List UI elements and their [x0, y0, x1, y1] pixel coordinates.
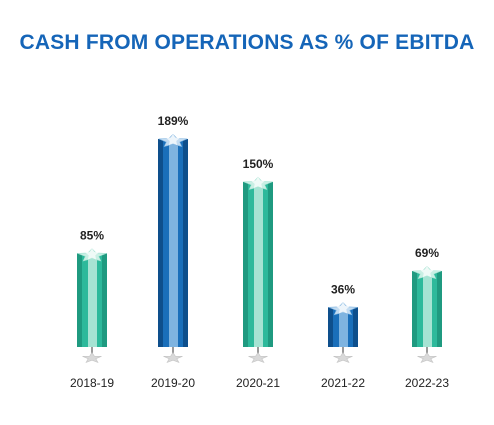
category-label: 2021-22	[321, 376, 365, 390]
bar-highlight	[254, 181, 263, 347]
top-star-highlight	[166, 133, 180, 146]
base-star-icon	[163, 351, 183, 363]
base-star-icon	[82, 351, 102, 363]
bar-edge-right	[102, 253, 107, 347]
base-star-icon	[417, 351, 437, 363]
labels-layer: 85% 2018-19 189% 2019-20 150% 2020-21 36% 2021-…	[70, 114, 449, 390]
bar-2022-23	[412, 265, 442, 363]
bar-2021-22	[328, 302, 358, 363]
top-star-highlight	[85, 248, 99, 260]
base-star-icon	[333, 351, 353, 363]
bar-edge-right	[183, 139, 188, 347]
bar-edge	[243, 181, 248, 347]
bar-highlight	[169, 139, 178, 347]
bar-edge	[158, 139, 163, 347]
bar-2018-19	[77, 248, 107, 363]
bar-2020-21	[243, 176, 273, 363]
category-label: 2018-19	[70, 376, 114, 390]
bar-edge	[77, 253, 82, 347]
base-star-icon	[248, 351, 268, 363]
category-label: 2020-21	[236, 376, 280, 390]
bar-edge-right	[268, 181, 273, 347]
bars-layer	[77, 133, 442, 363]
value-label: 85%	[80, 228, 104, 242]
bar-edge-right	[437, 271, 442, 347]
value-label: 150%	[243, 157, 274, 171]
value-label: 36%	[331, 282, 355, 296]
category-label: 2019-20	[151, 376, 195, 390]
bar-2019-20	[158, 133, 188, 363]
value-label: 189%	[158, 114, 189, 128]
chart-title: CASH FROM OPERATIONS AS % OF EBITDA	[19, 31, 475, 54]
category-label: 2022-23	[405, 376, 449, 390]
bar-highlight	[423, 271, 432, 347]
bar-edge	[328, 307, 333, 347]
bar-edge	[412, 271, 417, 347]
bar-edge-right	[353, 307, 358, 347]
top-star-highlight	[336, 302, 350, 314]
value-label: 69%	[415, 246, 439, 260]
bar-highlight	[339, 307, 348, 347]
bar-highlight	[88, 253, 97, 347]
top-star-highlight	[420, 265, 434, 278]
top-star-highlight	[251, 176, 265, 188]
